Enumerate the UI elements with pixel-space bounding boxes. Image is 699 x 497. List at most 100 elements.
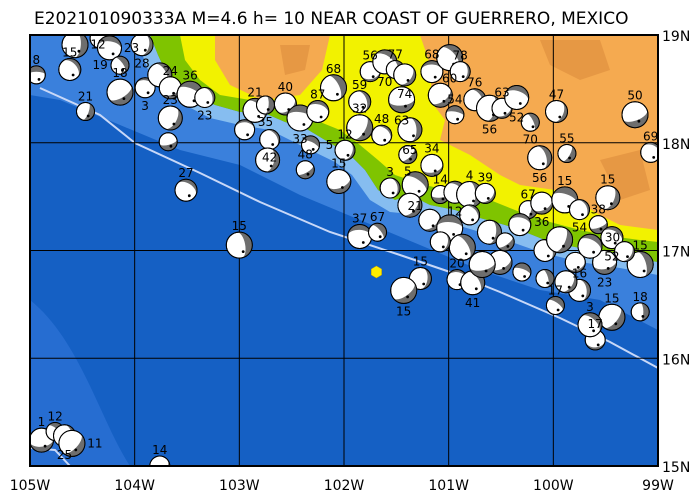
focal-mechanism[interactable] [495, 232, 518, 255]
focal-mechanism[interactable] [256, 95, 276, 115]
focal-mechanism[interactable] [527, 143, 555, 171]
focal-mechanism[interactable] [595, 185, 624, 214]
focal-mechanism[interactable] [427, 82, 457, 112]
focal-mechanism[interactable] [174, 175, 201, 202]
beachball-compression [374, 125, 392, 142]
focal-mechanism[interactable] [158, 132, 179, 153]
focal-mechanism[interactable] [640, 139, 664, 163]
focal-mechanism[interactable] [157, 105, 186, 134]
focal-mechanisms [27, 32, 664, 480]
focal-mechanism[interactable] [530, 191, 557, 218]
beachball-compression [30, 438, 54, 453]
focal-mechanism[interactable] [225, 230, 254, 259]
focal-mechanism[interactable] [614, 241, 639, 266]
beachball-compression [114, 56, 129, 73]
beachball-compression [436, 214, 463, 229]
focal-mechanism[interactable] [630, 302, 650, 322]
focal-mechanism[interactable] [393, 63, 420, 90]
focal-mechanism[interactable] [97, 34, 124, 61]
focal-mechanism[interactable] [397, 192, 427, 222]
focal-mechanism[interactable] [459, 201, 484, 226]
beachball-compression [603, 307, 625, 331]
depth-label: 5 [326, 138, 334, 152]
depth-label: 19 [92, 58, 107, 72]
beachball-compression [565, 259, 586, 273]
focal-mechanism[interactable] [621, 101, 652, 132]
p-axis-dot [521, 228, 525, 232]
focal-mechanism[interactable] [449, 61, 471, 83]
focal-mechanism[interactable] [546, 226, 577, 257]
focal-mechanism[interactable] [58, 429, 90, 461]
beachball-compression [577, 279, 591, 302]
beachball-compression [581, 312, 602, 333]
depth-label: 76 [467, 76, 482, 90]
focal-mechanism[interactable] [420, 60, 444, 84]
beachball-compression [302, 135, 320, 149]
focal-mechanism[interactable] [255, 147, 282, 174]
focal-mechanism[interactable] [504, 82, 532, 110]
focal-mechanism[interactable] [554, 270, 581, 297]
focal-mechanism[interactable] [295, 160, 317, 182]
focal-mechanism[interactable] [320, 70, 351, 102]
focal-mechanism[interactable] [348, 88, 374, 114]
depth-label: 15 [633, 239, 648, 253]
focal-mechanism[interactable] [577, 308, 607, 338]
focal-mechanism[interactable] [468, 251, 497, 280]
focal-mechanism[interactable] [588, 215, 610, 237]
focal-mechanism[interactable] [301, 133, 323, 155]
focal-mechanism[interactable] [474, 182, 499, 207]
beachball-compression [404, 171, 429, 193]
depth-label: 15 [232, 219, 247, 233]
depth-label: 23 [163, 93, 178, 107]
depth-label: 77 [388, 48, 403, 62]
focal-mechanism[interactable] [106, 78, 138, 110]
depth-label: 69 [643, 129, 658, 143]
focal-mechanism[interactable] [512, 260, 534, 282]
focal-mechanism[interactable] [110, 53, 133, 75]
focal-mechanism[interactable] [130, 34, 155, 58]
focal-mechanism[interactable] [346, 114, 378, 146]
focal-mechanism[interactable] [545, 100, 571, 126]
focal-mechanism[interactable] [234, 119, 256, 141]
beachball-compression [307, 100, 329, 115]
focal-mechanism[interactable] [397, 117, 423, 143]
focal-mechanism[interactable] [508, 212, 533, 237]
focal-mechanism[interactable] [158, 76, 184, 102]
focal-mechanism[interactable] [371, 121, 396, 146]
focal-mechanism[interactable] [388, 86, 416, 114]
focal-mechanism[interactable] [149, 455, 174, 480]
focal-mechanism[interactable] [535, 267, 556, 288]
focal-mechanism[interactable] [577, 230, 606, 259]
focal-mechanism[interactable] [368, 220, 391, 242]
focal-mechanism[interactable] [564, 251, 588, 275]
focal-mechanism[interactable] [347, 224, 373, 249]
focal-mechanism[interactable] [61, 32, 89, 59]
p-axis-dot [406, 295, 409, 299]
focal-mechanism[interactable] [379, 177, 401, 199]
focal-mechanism[interactable] [592, 249, 619, 276]
focal-mechanism[interactable] [27, 65, 46, 85]
focal-mechanism[interactable] [600, 223, 627, 250]
beachball-compression [640, 302, 650, 321]
focal-mechanism[interactable] [420, 153, 445, 178]
latitude-label: 17N [662, 245, 690, 261]
focal-mechanism[interactable] [390, 276, 422, 308]
p-axis-dot [417, 189, 421, 193]
focal-mechanism[interactable] [520, 110, 542, 132]
focal-mechanism[interactable] [429, 231, 452, 254]
focal-mechanism[interactable] [334, 139, 358, 163]
focal-mechanism[interactable] [306, 98, 332, 123]
beachball-compression [636, 251, 654, 277]
focal-mechanism[interactable] [626, 248, 656, 278]
focal-mechanism[interactable] [545, 293, 568, 315]
focal-mechanism[interactable] [557, 144, 579, 166]
focal-mechanism[interactable] [445, 104, 465, 125]
focal-mechanism[interactable] [76, 102, 98, 124]
focal-mechanism[interactable] [569, 196, 593, 221]
focal-mechanism[interactable] [326, 169, 355, 198]
focal-mechanism[interactable] [58, 54, 86, 81]
p-axis-dot [546, 254, 550, 258]
focal-mechanism[interactable] [398, 145, 421, 168]
focal-mechanism[interactable] [194, 85, 218, 108]
beachball-compression [554, 227, 573, 253]
